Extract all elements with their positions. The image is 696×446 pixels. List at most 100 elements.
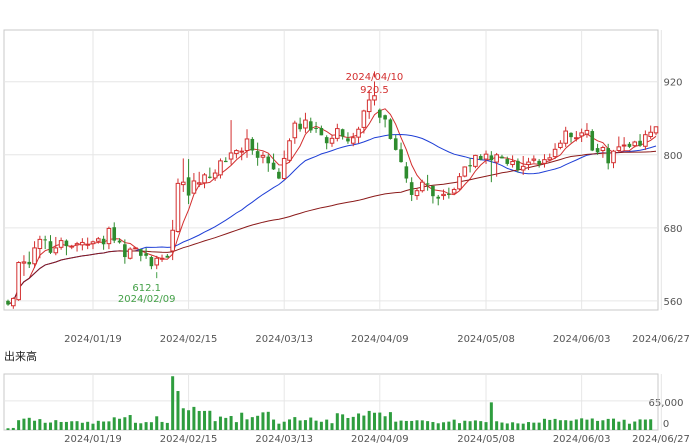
volume-bar: [48, 422, 52, 430]
volume-bar: [431, 422, 435, 430]
volume-y-tick-65000: 65,000: [649, 398, 684, 409]
volume-bar: [272, 419, 276, 430]
candle-body: [388, 119, 393, 139]
candle: [277, 168, 281, 180]
candle: [340, 128, 345, 140]
candle: [53, 236, 59, 256]
candle: [335, 123, 340, 142]
candle: [43, 235, 47, 250]
candle-body: [314, 128, 318, 129]
candle: [90, 240, 96, 250]
candle: [563, 126, 569, 147]
candle-body: [621, 144, 627, 147]
candle-body: [473, 154, 478, 167]
volume-bar: [118, 418, 122, 430]
candle: [127, 247, 133, 260]
candle: [191, 173, 197, 194]
candle: [329, 134, 335, 147]
volume-bar: [288, 419, 292, 430]
candle: [356, 126, 361, 144]
candle-body: [101, 238, 106, 245]
volume-bar: [38, 419, 42, 430]
candle: [106, 226, 112, 250]
candle: [653, 126, 659, 136]
volume-bar: [102, 421, 106, 430]
volume-bar: [558, 420, 562, 430]
volume-bar: [203, 410, 207, 430]
candle: [383, 114, 387, 128]
candle: [473, 154, 478, 169]
volume-bar: [341, 414, 345, 430]
x-tick-label: 2024/04/09: [351, 334, 409, 345]
candle-body: [414, 190, 420, 197]
volume-bar: [606, 418, 610, 430]
candle: [11, 297, 16, 309]
volume-bar: [447, 421, 451, 430]
volume-bar: [442, 422, 446, 430]
volume-bar: [537, 422, 541, 430]
candle-body: [393, 138, 398, 150]
candle-body: [149, 257, 154, 267]
candle-body: [117, 240, 122, 243]
candle: [552, 143, 558, 160]
candle-body: [552, 148, 558, 158]
candle-body: [112, 227, 117, 241]
candle: [21, 255, 27, 276]
candle-body: [606, 148, 610, 164]
candle-body: [378, 109, 382, 118]
candle-body: [154, 257, 160, 266]
volume-bar: [240, 412, 244, 430]
candle-body: [425, 183, 430, 185]
volume-bar: [229, 416, 233, 430]
volume-bar: [569, 420, 573, 430]
volume-bar: [468, 421, 472, 430]
candle: [74, 241, 80, 252]
x-tick-label: 2024/05/08: [457, 334, 515, 345]
candle: [133, 247, 138, 250]
x-tick-label: 2024/05/08: [457, 434, 515, 445]
volume-bar: [553, 418, 557, 430]
volume-bar: [399, 420, 403, 430]
volume-bar: [22, 418, 26, 430]
candle-body: [584, 129, 590, 135]
volume-bar: [542, 418, 546, 430]
candle-body: [462, 166, 468, 177]
candle: [95, 236, 101, 244]
candle-body: [441, 193, 446, 197]
candle: [281, 150, 287, 180]
x-tick-label: 2024/06/27: [632, 334, 690, 345]
candle: [569, 132, 573, 143]
candle: [202, 173, 207, 189]
candle: [208, 167, 212, 179]
volume-bar: [197, 410, 201, 430]
volume-bar: [133, 422, 137, 430]
candle-body: [292, 122, 298, 139]
candle-body: [90, 241, 96, 245]
volume-panel-title: 出来高: [4, 349, 37, 363]
volume-bar: [277, 423, 281, 430]
candle-body: [542, 159, 547, 164]
candle: [414, 188, 420, 200]
candle-body: [21, 261, 27, 264]
candle: [372, 81, 377, 106]
candle: [574, 131, 579, 142]
candle-body: [590, 131, 595, 151]
volume-bar: [357, 413, 361, 430]
volume-bar: [564, 420, 568, 430]
volume-bar: [155, 416, 159, 430]
candle: [399, 142, 403, 163]
candle-body: [11, 297, 16, 307]
candle-body: [324, 137, 329, 144]
candle: [64, 239, 69, 256]
candle: [228, 120, 234, 165]
volume-bar: [596, 420, 600, 430]
candle: [542, 154, 547, 168]
x-tick-label: 2024/03/13: [255, 434, 313, 445]
candle: [632, 140, 638, 148]
candle: [590, 129, 595, 152]
x-tick-label: 2024/06/03: [553, 334, 611, 345]
candle: [600, 145, 606, 158]
candle: [287, 138, 292, 163]
candle: [175, 178, 181, 233]
candle: [457, 173, 462, 191]
